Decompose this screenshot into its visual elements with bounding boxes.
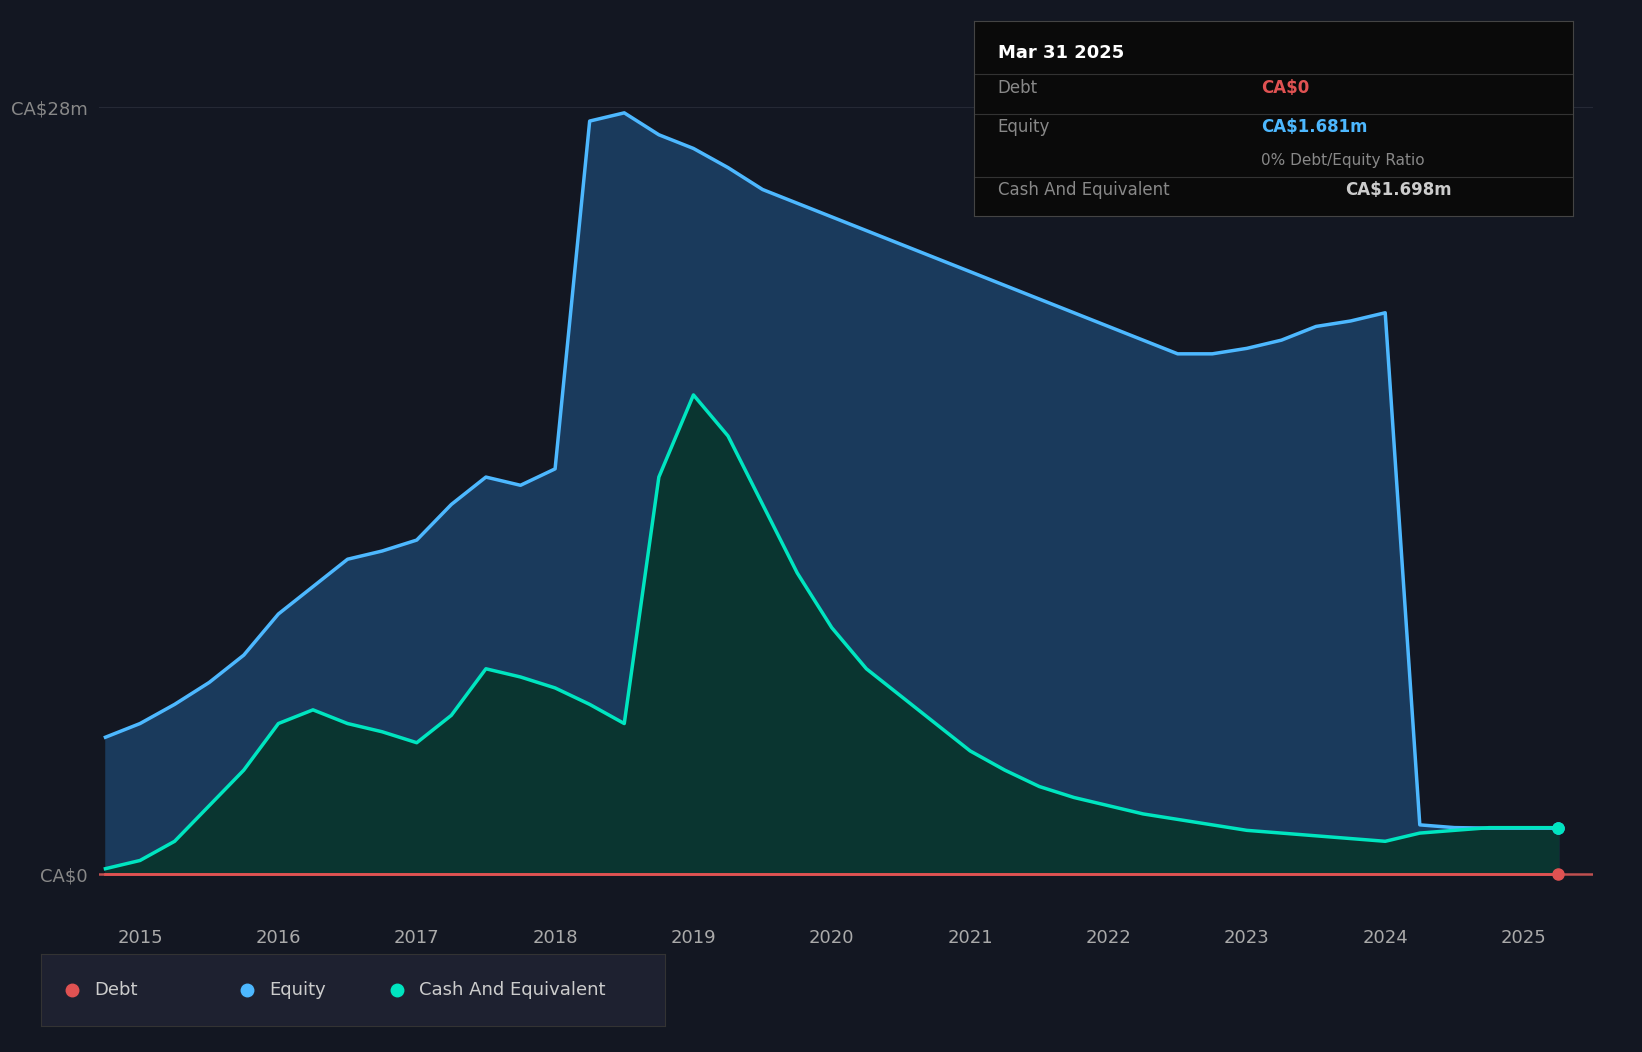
Text: 0% Debt/Equity Ratio: 0% Debt/Equity Ratio <box>1261 154 1425 168</box>
Text: CA$1.681m: CA$1.681m <box>1261 118 1368 137</box>
Text: Cash And Equivalent: Cash And Equivalent <box>419 980 604 999</box>
Text: Debt: Debt <box>94 980 138 999</box>
Text: Debt: Debt <box>998 79 1038 98</box>
Text: CA$1.698m: CA$1.698m <box>1345 181 1452 199</box>
Text: Mar 31 2025: Mar 31 2025 <box>998 44 1123 62</box>
Text: Equity: Equity <box>269 980 325 999</box>
Text: Cash And Equivalent: Cash And Equivalent <box>998 181 1169 199</box>
Text: Equity: Equity <box>998 118 1049 137</box>
Text: CA$0: CA$0 <box>1261 79 1310 98</box>
